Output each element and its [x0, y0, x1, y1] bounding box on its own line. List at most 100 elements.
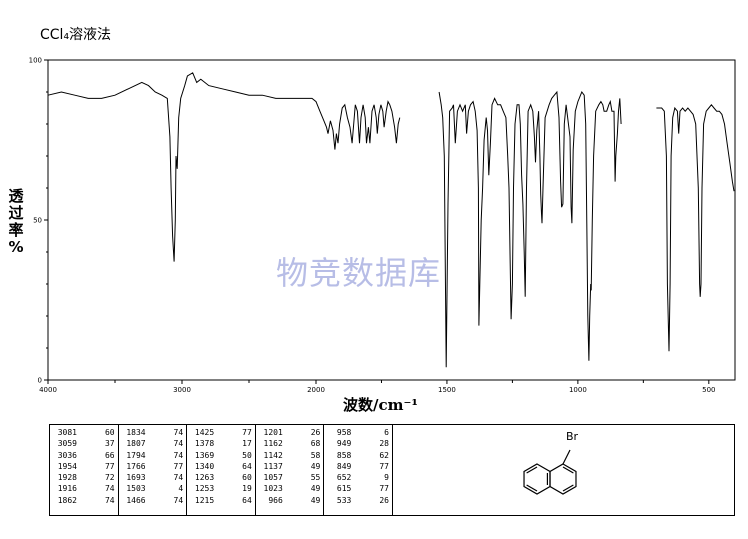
double-bond	[526, 466, 538, 474]
peak-row: 1425 77	[190, 427, 252, 438]
peak-row: 1834 74	[122, 427, 184, 438]
peak-table-column: 1425 77 1378 17 1369 50 1340 64 1263 60 1253 19 1215…	[187, 425, 256, 515]
peak-wavenumber: 615	[336, 484, 352, 494]
peak-wavenumber: 3081	[57, 428, 77, 437]
peak-row: 1466 74	[122, 495, 184, 506]
spectrum-line	[438, 90, 622, 368]
peak-wavenumber: 1766	[126, 461, 146, 471]
x-tick: 500	[702, 380, 716, 394]
peak-row: 533 26	[327, 495, 389, 506]
watermark: 物竞数据库	[276, 254, 442, 292]
peak-transmittance: 66	[104, 450, 115, 460]
peak-wavenumber: 1162	[263, 439, 283, 449]
peak-wavenumber: 1503	[126, 484, 146, 494]
y-tick: 0	[38, 377, 48, 385]
double-bond	[526, 484, 538, 492]
peak-transmittance: 6	[384, 428, 389, 437]
peak-transmittance: 17	[242, 439, 252, 449]
peak-row: 1766 77	[122, 461, 184, 472]
peak-wavenumber: 1137	[263, 461, 283, 471]
peak-row: 1137 49	[259, 461, 321, 472]
peak-row: 1142 58	[259, 450, 321, 461]
peak-wavenumber: 1057	[263, 473, 283, 483]
x-tick: 2000	[307, 380, 325, 394]
peak-row: 3081 60	[53, 427, 115, 438]
peak-transmittance: 60	[242, 473, 252, 483]
peak-table: 3081 60 3059 37 3036 66 1954 77 1928 72 1916 74 1862…	[49, 424, 393, 516]
peak-row: 1253 19	[190, 483, 252, 494]
peak-row: 1201 26	[259, 427, 321, 438]
peak-row: 966 49	[259, 495, 321, 506]
peak-wavenumber: 1369	[194, 450, 215, 460]
x-tick-label: 4000	[39, 386, 57, 394]
y-axis-label-char: %	[8, 238, 24, 256]
peak-wavenumber: 1215	[194, 495, 215, 505]
peak-table-column: 958 6 949 28 858 62 849 77 652 9 615 77 533 26	[324, 425, 392, 515]
peak-transmittance: 77	[379, 484, 389, 494]
x-axis-label: 波数/cm⁻¹	[343, 396, 418, 414]
peak-wavenumber: 652	[336, 473, 352, 483]
peak-wavenumber: 1928	[57, 473, 77, 483]
peak-row: 949 28	[327, 438, 389, 449]
peak-transmittance: 68	[310, 439, 321, 449]
peak-transmittance: 74	[173, 439, 184, 449]
peak-row: 3036 66	[53, 450, 115, 461]
x-tick: 1500	[438, 380, 456, 394]
peak-transmittance: 49	[310, 484, 321, 494]
spectrum-line	[47, 72, 401, 262]
peak-wavenumber: 1693	[126, 473, 146, 483]
peak-transmittance: 28	[379, 439, 389, 449]
spectrum-line	[656, 104, 735, 352]
peak-transmittance: 37	[104, 439, 115, 449]
peak-transmittance: 72	[104, 473, 115, 483]
peak-wavenumber: 1263	[194, 473, 215, 483]
peak-row: 1503 4	[122, 483, 184, 494]
peak-wavenumber: 958	[336, 428, 352, 437]
peak-transmittance: 77	[379, 461, 389, 471]
peak-row: 1954 77	[53, 461, 115, 472]
peak-wavenumber: 1142	[263, 450, 283, 460]
peak-transmittance: 74	[173, 428, 184, 437]
x-tick: 4000	[39, 380, 57, 394]
peak-transmittance: 77	[173, 461, 184, 471]
peak-row: 652 9	[327, 472, 389, 483]
y-axis-label: 透过率%	[6, 188, 26, 256]
peak-transmittance: 26	[379, 495, 389, 505]
peak-transmittance: 64	[242, 495, 252, 505]
double-bond	[562, 466, 574, 474]
peak-row: 1340 64	[190, 461, 252, 472]
peak-transmittance: 49	[310, 495, 321, 505]
peak-row: 1369 50	[190, 450, 252, 461]
molecule-structure: Br	[523, 430, 579, 495]
peak-transmittance: 55	[310, 473, 321, 483]
x-tick-label: 1500	[438, 386, 456, 394]
peak-wavenumber: 3059	[57, 439, 77, 449]
peak-transmittance: 60	[104, 428, 115, 437]
peak-transmittance: 9	[384, 473, 389, 483]
peak-row: 1215 64	[190, 495, 252, 506]
peak-table-column: 1834 74 1807 74 1794 74 1766 77 1693 74 1503 4 1466 7…	[119, 425, 188, 515]
bromine-label: Br	[566, 430, 579, 443]
peak-row: 1023 49	[259, 483, 321, 494]
peak-row: 1794 74	[122, 450, 183, 461]
peak-row: 858 62	[327, 450, 389, 461]
peak-wavenumber: 1201	[263, 428, 283, 437]
peak-transmittance: 4	[178, 484, 184, 494]
x-tick-label: 500	[702, 386, 715, 394]
peak-transmittance: 74	[173, 495, 184, 505]
naphthalene-ring-right	[549, 463, 577, 495]
peak-row: 1807 74	[122, 438, 184, 449]
x-tick-label: 2000	[307, 386, 325, 394]
peak-wavenumber: 849	[336, 461, 352, 471]
x-tick-label: 3000	[173, 386, 191, 394]
peak-row: 1378 17	[190, 438, 252, 449]
y-tick: 50	[33, 217, 48, 225]
peak-wavenumber: 1794	[126, 450, 146, 460]
peak-wavenumber: 1862	[57, 495, 77, 505]
peak-transmittance: 74	[104, 495, 115, 505]
double-bond	[562, 484, 574, 492]
peak-wavenumber: 1340	[194, 461, 215, 471]
peak-table-column: 3081 60 3059 37 3036 66 1954 77 1928 72 1916 74 1862…	[50, 425, 119, 515]
page-title: CCl₄溶液法	[40, 27, 112, 43]
peak-row: 615 77	[327, 483, 389, 494]
